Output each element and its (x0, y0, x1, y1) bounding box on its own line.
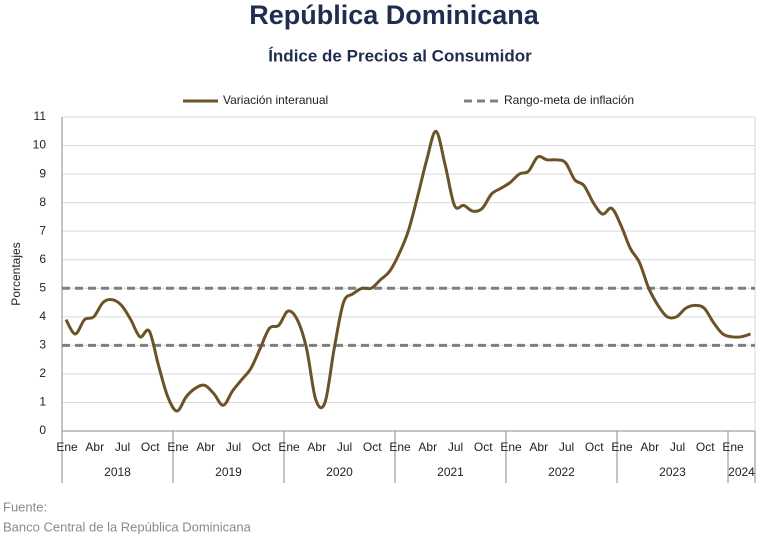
legend-label: Variación interanual (223, 93, 328, 107)
x-tick-label: Jul (448, 440, 463, 454)
source-label: Fuente: (3, 499, 47, 514)
data-line (64, 129, 751, 413)
x-tick-label: Ene (500, 440, 522, 454)
x-tick-label: Ene (56, 440, 78, 454)
x-tick-label: Abr (418, 440, 437, 454)
x-tick-label: Jul (115, 440, 130, 454)
x-tick-label: Abr (196, 440, 215, 454)
x-tick-label: Jul (559, 440, 574, 454)
x-tick-label: Ene (722, 440, 744, 454)
x-tick-label: Abr (85, 440, 104, 454)
x-tick-label: Jul (226, 440, 241, 454)
y-tick-label: 3 (39, 338, 46, 352)
x-tick-label: Abr (307, 440, 326, 454)
x-tick-label: Ene (167, 440, 189, 454)
x-tick-label: Jul (337, 440, 352, 454)
y-tick-label: 4 (39, 309, 46, 323)
x-tick-label: Jul (670, 440, 685, 454)
y-tick-label: 9 (39, 166, 46, 180)
year-label: 2019 (215, 465, 242, 479)
x-tick-label: Oct (252, 440, 271, 454)
legend-label: Rango-meta de inflación (504, 93, 634, 107)
year-label: 2020 (326, 465, 353, 479)
y-tick-label: 5 (39, 280, 46, 294)
y-tick-label: 2 (39, 366, 46, 380)
year-label: 2018 (104, 465, 131, 479)
x-tick-label: Ene (611, 440, 633, 454)
y-tick-label: 11 (34, 109, 47, 123)
x-tick-label: Abr (529, 440, 548, 454)
x-tick-label: Oct (474, 440, 493, 454)
y-tick-label: 1 (39, 395, 46, 409)
year-label: 2021 (437, 465, 464, 479)
x-tick-label: Ene (278, 440, 300, 454)
y-tick-label: 8 (39, 195, 46, 209)
year-label: 2024 (728, 465, 755, 479)
chart-title: República Dominicana (249, 0, 540, 30)
y-tick-label: 7 (39, 223, 46, 237)
x-tick-label: Ene (389, 440, 411, 454)
chart-subtitle: Índice de Precios al Consumidor (268, 46, 532, 65)
source: Banco Central de la República Dominicana (3, 519, 252, 534)
y-tick-label: 6 (39, 252, 46, 266)
year-label: 2022 (548, 465, 575, 479)
x-tick-label: Oct (141, 440, 160, 454)
x-tick-label: Oct (696, 440, 715, 454)
y-tick-label: 0 (39, 423, 46, 437)
x-tick-label: Oct (585, 440, 604, 454)
y-tick-label: 10 (33, 138, 47, 152)
x-tick-label: Oct (363, 440, 382, 454)
y-axis-label: Porcentajes (9, 242, 23, 305)
year-label: 2023 (659, 465, 686, 479)
x-tick-label: Abr (640, 440, 659, 454)
